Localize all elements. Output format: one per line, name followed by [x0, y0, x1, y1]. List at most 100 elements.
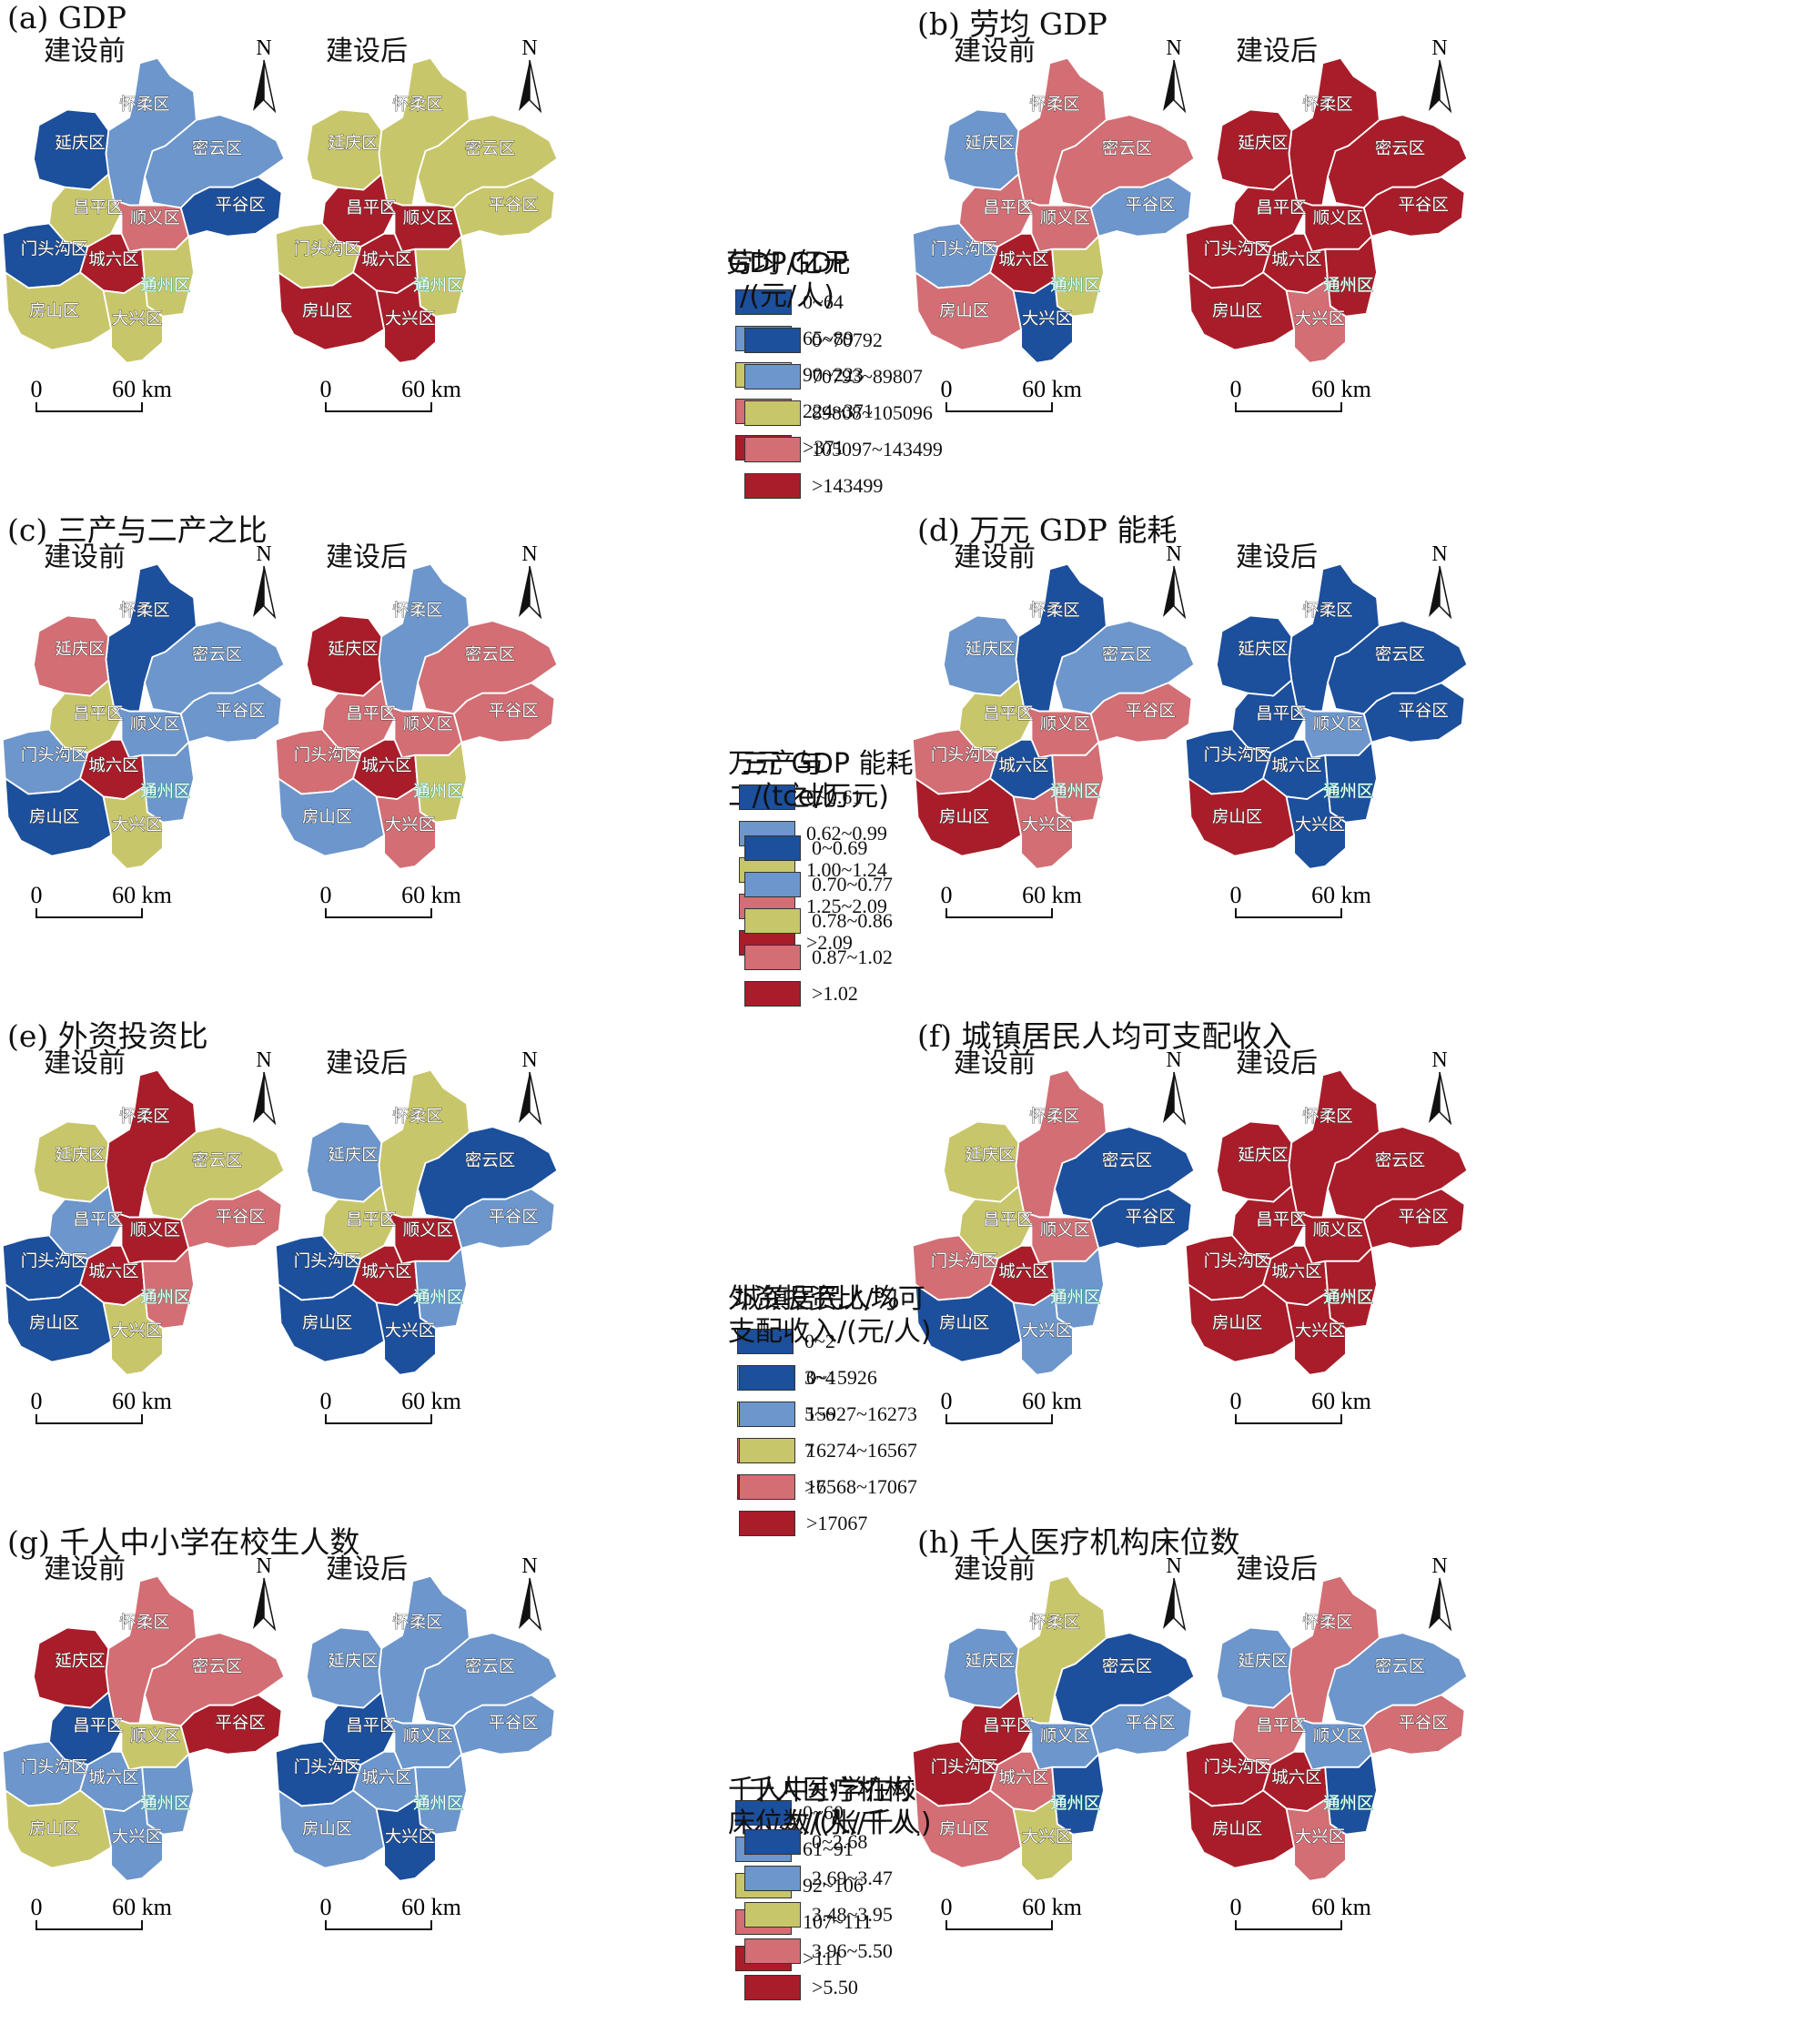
district-label: 城六区 [998, 1768, 1048, 1787]
svg-text:N: N [1431, 1554, 1447, 1578]
district-label: 怀柔区 [1029, 95, 1079, 114]
legend-label: 0~2 [804, 1330, 835, 1352]
district-label: 顺义区 [130, 1726, 180, 1746]
district-label: 平谷区 [215, 1208, 265, 1227]
district-label: 怀柔区 [1302, 601, 1352, 620]
district-label: 昌平区 [983, 198, 1033, 218]
legend-label: 5~6 [804, 1402, 835, 1425]
district-0 [378, 562, 470, 713]
svg-text:N: N [1166, 1554, 1181, 1578]
district-label: 密云区 [1102, 645, 1152, 664]
district-label: 大兴区 [385, 1321, 435, 1341]
district-label: 平谷区 [1125, 1208, 1175, 1227]
svg-text:60 km: 60 km [1311, 1388, 1371, 1414]
district-label: 城六区 [1271, 1262, 1321, 1281]
scale-bar: 0 60 km [1230, 376, 1371, 412]
district-label: 平谷区 [1398, 1714, 1448, 1733]
legend-swatch [739, 1474, 795, 1500]
panel-title: (h) 千人医疗机构床位数 [917, 1524, 1240, 1560]
district-label: 房山区 [302, 302, 352, 321]
district-label: 门头沟区 [1204, 1758, 1271, 1777]
svg-text:N: N [1166, 542, 1181, 566]
district-label: 城六区 [361, 756, 411, 775]
north-arrow-icon: N [1163, 1554, 1187, 1632]
district-label: 房山区 [29, 1314, 79, 1333]
legend-swatch [735, 1800, 792, 1826]
scale-bar: 0 60 km [31, 376, 172, 412]
district-label: 房山区 [302, 1820, 352, 1839]
district-label: 密云区 [465, 1657, 515, 1676]
scale-bar: 0 60 km [941, 1894, 1082, 1930]
scale-bar: 0 60 km [320, 1894, 461, 1930]
legend-title-line: GDP/亿元 [728, 248, 851, 279]
district-label: 通州区 [413, 276, 463, 295]
district-label: 门头沟区 [931, 746, 998, 765]
legend-swatch [744, 1866, 801, 1891]
district-label: 门头沟区 [21, 240, 88, 259]
scale-bar: 0 60 km [320, 376, 461, 412]
scale-bar: 0 60 km [1230, 882, 1371, 918]
legend-label: >2.09 [806, 931, 853, 954]
svg-text:N: N [1431, 1048, 1447, 1072]
district-5 [179, 1694, 283, 1756]
district-label: 通州区 [1323, 276, 1373, 295]
district-label: 房山区 [29, 808, 79, 827]
legend-title-line: 三产与 [742, 748, 824, 780]
north-arrow-icon: N [519, 542, 542, 620]
district-label: 怀柔区 [1029, 1613, 1079, 1632]
svg-text:N: N [521, 542, 537, 566]
district-label: 大兴区 [1295, 815, 1345, 835]
district-10 [1012, 1290, 1074, 1376]
scale-bar: 0 60 km [31, 1388, 172, 1424]
district-5 [179, 682, 283, 744]
district-label: 怀柔区 [1302, 95, 1352, 114]
svg-text:0: 0 [1230, 1388, 1242, 1414]
north-arrow-icon: N [1163, 542, 1187, 620]
legend-title: GDP/亿元 [728, 248, 851, 280]
before-label: 建设前 [44, 35, 126, 67]
legend-label: >7 [804, 1475, 826, 1498]
district-label: 房山区 [1212, 302, 1262, 321]
svg-text:N: N [521, 1554, 537, 1578]
before-label: 建设前 [44, 541, 126, 573]
district-label: 大兴区 [1022, 309, 1072, 329]
district-label: 平谷区 [488, 1208, 538, 1227]
district-label: 昌平区 [1256, 1716, 1306, 1736]
district-label: 延庆区 [328, 1652, 378, 1671]
district-label: 密云区 [1102, 1657, 1152, 1676]
before-label: 建设前 [954, 541, 1036, 573]
svg-text:60 km: 60 km [401, 1388, 461, 1414]
district-label: 昌平区 [73, 198, 123, 218]
district-10 [375, 1796, 437, 1882]
svg-text:0: 0 [31, 376, 43, 402]
svg-text:0: 0 [941, 1894, 953, 1920]
legend-label: >111 [803, 1947, 843, 1969]
legend-title-line: 城镇居民人均可 [733, 1283, 925, 1315]
district-label: 延庆区 [55, 1652, 105, 1671]
district-label: 密云区 [1375, 139, 1425, 158]
district-label: 昌平区 [983, 1210, 1033, 1230]
legend-title: 城镇居民人均可 支配收入/(元/人) [728, 1283, 932, 1349]
panel-title: (a) GDP [7, 0, 126, 35]
legend-swatch [744, 1938, 801, 1964]
scale-bar: 0 60 km [1230, 1388, 1371, 1424]
district-label: 门头沟区 [21, 1758, 88, 1777]
district-label: 城六区 [1271, 250, 1321, 269]
legend-label: 65~89 [803, 327, 854, 349]
legend-label: >5.50 [812, 1976, 858, 1999]
svg-text:0: 0 [31, 882, 43, 908]
district-10 [1285, 278, 1347, 364]
panel-title: (e) 外资投资比 [7, 1018, 208, 1054]
district-label: 延庆区 [1238, 1652, 1288, 1671]
district-label: 门头沟区 [1204, 746, 1271, 765]
north-arrow-icon: N [253, 542, 277, 620]
district-label: 延庆区 [1238, 1146, 1288, 1165]
legend-label: 0.70~0.77 [812, 873, 893, 896]
after-label: 建设后 [326, 1553, 408, 1585]
svg-text:0: 0 [320, 882, 332, 908]
after-label: 建设后 [1236, 1553, 1318, 1585]
district-label: 延庆区 [55, 1146, 105, 1165]
